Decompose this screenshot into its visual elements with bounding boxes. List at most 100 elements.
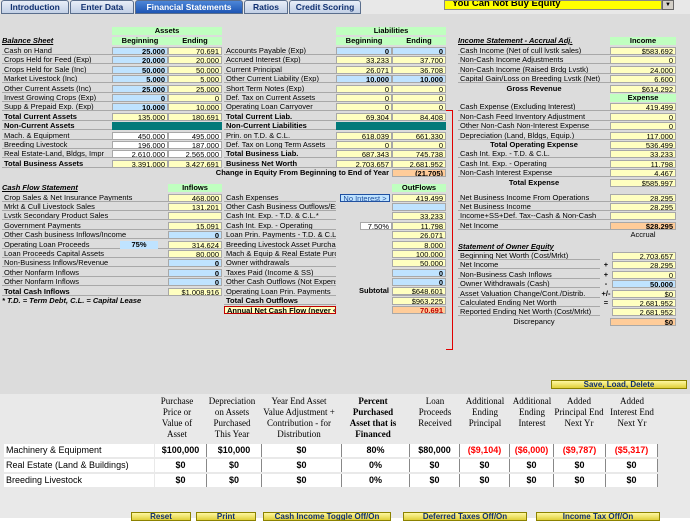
asset-ending-value: 5,000 <box>168 75 222 84</box>
liability-ending-value[interactable]: 0 <box>392 47 446 55</box>
grid-cell-value: $0 <box>554 459 606 472</box>
grid-cell-value[interactable]: $0 <box>155 474 207 487</box>
grid-cell-value: $0 <box>606 459 658 472</box>
owner-equity-operator <box>600 252 612 260</box>
grid-cell-value[interactable]: 0% <box>342 474 410 487</box>
grid-cell-value[interactable]: $10,000 <box>207 444 262 457</box>
tab-financial-statements[interactable]: Financial Statements <box>135 0 243 14</box>
income-row-value: 24,000 <box>610 65 676 74</box>
cash-outflow-value[interactable] <box>392 203 446 212</box>
cash-outflow-label: Owner withdrawals <box>224 259 336 268</box>
owner-equity-operator: +/- <box>601 289 611 298</box>
grid-cell-value: ($5,317) <box>606 444 658 457</box>
cash-outflow-value[interactable]: 0 <box>392 278 446 287</box>
net-income-row-label: Net Business Income <box>458 203 610 212</box>
asset-beginning-value[interactable]: 25,000 <box>112 84 168 93</box>
equity-status-banner[interactable]: You Can Not Buy Equity <box>444 0 662 10</box>
grid-cell-value[interactable]: $0 <box>155 459 207 472</box>
cash-outflow-value[interactable]: 0 <box>392 268 446 277</box>
asset-ending-value: 0 <box>168 94 222 102</box>
reset-button[interactable]: Reset <box>131 512 191 521</box>
income-header: Income <box>610 37 676 45</box>
liability-row-label: Def. Tax on Current Assets <box>224 94 336 102</box>
cash-outflow-label: Mach & Equip & Real Estate Purchase <box>224 250 336 259</box>
grid-cell-value[interactable]: $0 <box>262 474 342 487</box>
term-debt-footnote: * T.D. = Term Debt, C.L. = Capital Lease <box>2 297 142 306</box>
cash-outflow-value: $963,225 <box>392 297 446 306</box>
asset-beginning-value[interactable]: 25,000 <box>112 47 168 55</box>
subtotal-label: Subtotal <box>359 286 389 295</box>
grid-cell-value[interactable]: $100,000 <box>155 444 207 457</box>
owner-equity-row-value: 2,681,952 <box>612 308 676 317</box>
interest-row-value: 11,798 <box>610 159 676 168</box>
chevron-down-icon[interactable]: ▼ <box>662 0 674 10</box>
operating-loan-percent-input[interactable]: 75% <box>120 240 158 249</box>
income-row-value: $583,692 <box>610 47 676 55</box>
tab-introduction[interactable]: Introduction <box>1 0 69 14</box>
grid-cell-value[interactable]: $0 <box>207 459 262 472</box>
assets-header: Assets <box>112 27 222 35</box>
grid-cell-value[interactable]: 80% <box>342 444 410 457</box>
cash-inflow-value[interactable]: 0 <box>168 268 222 277</box>
tab-enter-data[interactable]: Enter Data <box>70 0 134 14</box>
deferred-taxes-toggle-button[interactable]: Deferred Taxes Off/On <box>403 512 527 521</box>
cash-inflow-value[interactable]: 0 <box>168 259 222 268</box>
expense-row-label: Other Non-Cash Non-Interest Expense <box>458 122 610 131</box>
asset-row-label: Non-Current Assets <box>2 122 112 131</box>
asset-ending-value: 10,000 <box>168 103 222 112</box>
grid-column-header: Added Interest End Next Yr <box>610 396 654 428</box>
tab-ratios[interactable]: Ratios <box>244 0 288 14</box>
expense-row-value: 117,000 <box>610 131 676 140</box>
save-load-delete-button[interactable]: Save, Load, Delete <box>551 380 687 389</box>
owner-equity-row-value: 28,295 <box>612 261 676 270</box>
gross-revenue-value: $614,292 <box>610 84 676 93</box>
liability-beginning-value[interactable]: 10,000 <box>336 75 392 84</box>
grid-cell-value[interactable]: $0 <box>262 444 342 457</box>
grid-cell-value[interactable]: $0 <box>262 459 342 472</box>
net-income-row-label: Net Income <box>458 222 610 230</box>
asset-row-label: Supp & Prepaid Exp. (Exp) <box>2 103 112 112</box>
cash-outflow-value: 100,000 <box>392 250 446 259</box>
liability-ending-value[interactable]: 10,000 <box>392 75 446 84</box>
tab-credit-scoring[interactable]: Credit Scoring <box>289 0 361 14</box>
accrual-label: Accrual <box>630 231 656 240</box>
asset-ending-value: 180,691 <box>168 112 222 121</box>
asset-beginning-value[interactable]: 0 <box>112 94 168 102</box>
liability-ending-value: 2,681,952 <box>392 159 446 168</box>
grid-column-header: Added Principal End Next Yr <box>554 396 604 428</box>
cash-income-toggle-button[interactable]: Cash Income Toggle Off/On <box>263 512 391 521</box>
liability-beginning-value: 0 <box>336 94 392 102</box>
owner-equity-row-value[interactable]: 50,000 <box>612 280 676 289</box>
owner-equity-row-label: Owner Withdrawals (Cash) <box>458 280 600 289</box>
asset-beginning-value[interactable]: 50,000 <box>112 65 168 74</box>
cash-inflow-label: Other Nonfarm Inflows <box>2 278 168 287</box>
cash-outflow-label: Taxes Paid (Income & SS) <box>224 269 336 277</box>
no-interest-input[interactable]: No Interest > <box>340 193 390 202</box>
liability-beginning-value: 0 <box>336 103 392 112</box>
operating-interest-rate-input[interactable]: 7.50% <box>360 221 392 230</box>
print-button[interactable]: Print <box>196 512 256 521</box>
liability-beginning-value[interactable]: 0 <box>336 47 392 55</box>
grid-column-header: Year End Asset Value Adjustment + Contri… <box>263 396 335 439</box>
net-income-row-value: $28,295 <box>610 221 676 230</box>
red-bracket-top <box>446 110 453 111</box>
expense-header: Expense <box>610 94 676 102</box>
cash-outflow-label: Total Cash Outflows <box>224 297 336 306</box>
liability-row-label: Def. Tax on Long Term Assets <box>224 141 336 149</box>
grid-cell-value[interactable]: 0% <box>342 459 410 472</box>
cash-inflow-value[interactable]: 0 <box>168 231 222 240</box>
grid-cell-value[interactable]: $0 <box>207 474 262 487</box>
cash-inflow-value: 468,000 <box>168 193 222 202</box>
grid-column-header: Depreciation on Assets Purchased This Ye… <box>208 396 256 439</box>
discrepancy-value: $0 <box>610 317 676 326</box>
cash-inflow-value[interactable]: 0 <box>168 278 222 287</box>
asset-ending-value: 2,565,000 <box>168 150 222 159</box>
cash-outflow-label: Breeding Livestock Asset Purchases <box>224 240 336 249</box>
liability-beginning-value: 33,233 <box>336 56 392 65</box>
owner-equity-row-label: Calculated Ending Net Worth <box>458 299 600 307</box>
asset-beginning-value[interactable]: 5,000 <box>112 75 168 84</box>
income-tax-toggle-button[interactable]: Income Tax Off/On <box>536 512 660 521</box>
asset-beginning-value[interactable]: 20,000 <box>112 56 168 65</box>
cash-inflow-value: 80,000 <box>168 250 222 259</box>
asset-beginning-value[interactable]: 10,000 <box>112 103 168 112</box>
